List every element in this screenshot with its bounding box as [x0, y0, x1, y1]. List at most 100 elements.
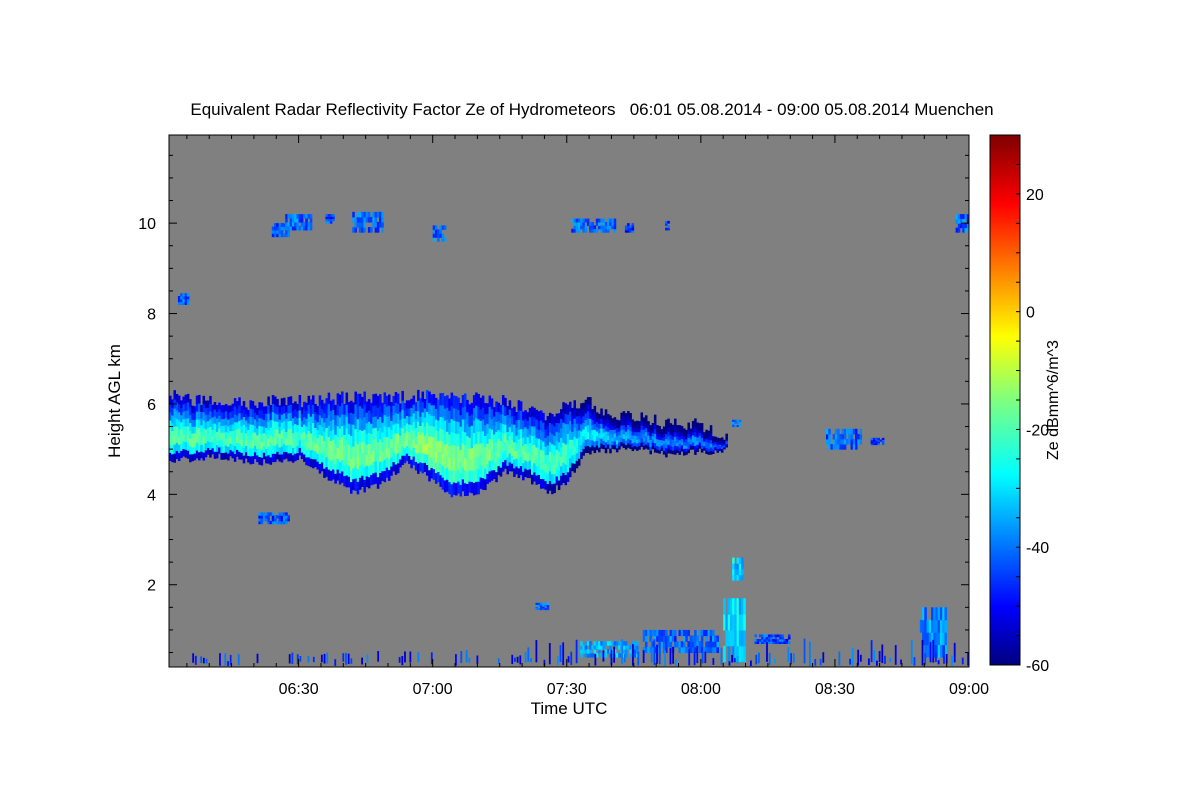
- main-layer-cell: [510, 416, 514, 425]
- main-layer-cell: [662, 440, 666, 445]
- cloud-cell: [575, 218, 579, 223]
- cloud-cell: [855, 433, 858, 440]
- main-layer-cell: [662, 429, 666, 434]
- main-layer-cell: [385, 416, 389, 427]
- surface-clutter-cell: [867, 658, 870, 666]
- main-layer-cell: [350, 481, 353, 494]
- main-layer-cell: [220, 438, 223, 447]
- main-layer-cell: [327, 447, 331, 459]
- cloud-cell: [582, 228, 585, 233]
- cloud-cell: [665, 641, 668, 648]
- main-layer-cell: [696, 426, 699, 431]
- main-layer-cell: [528, 451, 532, 461]
- main-layer-cell: [229, 449, 232, 457]
- main-layer-cell: [430, 436, 433, 448]
- main-layer-cell: [519, 437, 523, 448]
- main-layer-cell: [506, 414, 509, 424]
- main-layer-cell: [642, 421, 646, 426]
- main-layer-cell: [557, 460, 561, 471]
- main-layer-cell: [193, 426, 197, 434]
- main-layer-cell: [381, 431, 384, 443]
- cloud-cell: [732, 568, 735, 576]
- main-layer-cell: [620, 433, 623, 439]
- main-layer-cell: [345, 416, 349, 429]
- main-layer-cell: [461, 418, 465, 432]
- cloud-cell: [763, 636, 766, 640]
- cloud-cell: [649, 635, 652, 642]
- main-layer-cell: [227, 412, 230, 420]
- main-layer-cell: [542, 412, 545, 423]
- cloud-cell: [595, 228, 599, 233]
- main-layer-cell: [294, 401, 297, 410]
- main-layer-cell: [582, 415, 585, 423]
- cloud-cell: [758, 634, 762, 638]
- main-layer-cell: [640, 433, 644, 439]
- surface-clutter-cell: [256, 653, 259, 664]
- main-layer-cell: [399, 419, 402, 428]
- main-layer-cell: [363, 454, 366, 468]
- main-layer-cell: [595, 435, 599, 441]
- cloud-cell: [546, 602, 550, 606]
- main-layer-cell: [312, 458, 315, 469]
- main-layer-cell: [631, 438, 635, 444]
- main-layer-cell: [714, 439, 717, 443]
- surface-clutter-cell: [511, 654, 514, 665]
- main-layer-cell: [504, 450, 507, 461]
- main-layer-cell: [341, 391, 344, 404]
- main-layer-cell: [191, 426, 194, 434]
- main-layer-cell: [399, 427, 402, 436]
- main-layer-cell: [564, 454, 568, 465]
- main-layer-cell: [680, 438, 684, 443]
- main-layer-cell: [613, 421, 617, 426]
- main-layer-cell: [524, 443, 527, 453]
- main-layer-cell: [177, 411, 181, 421]
- cloud-cell: [761, 634, 764, 638]
- main-layer-cell: [441, 429, 445, 442]
- main-layer-cell: [526, 461, 530, 470]
- main-layer-cell: [577, 408, 581, 417]
- main-layer-cell: [667, 422, 670, 428]
- main-layer-cell: [551, 423, 554, 435]
- main-layer-cell: [575, 430, 579, 439]
- main-layer-cell: [305, 433, 308, 442]
- cloud-cell: [658, 635, 661, 642]
- main-layer-cell: [336, 458, 340, 470]
- main-layer-cell: [182, 404, 185, 412]
- cloud-cell: [674, 641, 677, 648]
- main-layer-cell: [262, 439, 266, 447]
- main-layer-cell: [457, 433, 460, 446]
- main-layer-cell: [457, 445, 460, 458]
- cloud-cell: [282, 512, 286, 516]
- cloud-cell: [276, 233, 279, 238]
- cloud-cell: [944, 607, 947, 621]
- main-layer-cell: [446, 467, 449, 480]
- main-layer-cell: [571, 407, 574, 417]
- main-layer-cell: [372, 461, 375, 474]
- cloud-cell: [180, 301, 183, 305]
- main-layer-cell: [396, 452, 400, 464]
- surface-clutter-cell: [932, 639, 935, 663]
- main-layer-cell: [428, 447, 431, 460]
- cloud-cell: [609, 649, 612, 654]
- main-layer-cell: [372, 439, 375, 451]
- cloud-cell: [354, 222, 358, 228]
- main-layer-cell: [703, 432, 706, 435]
- main-layer-cell: [705, 435, 708, 440]
- main-layer-cell: [206, 434, 210, 442]
- main-layer-cell: [457, 397, 460, 411]
- main-layer-cell: [584, 419, 588, 427]
- cloud-cell: [604, 222, 608, 226]
- main-layer-cell: [358, 453, 362, 466]
- main-layer-cell: [517, 467, 521, 479]
- main-layer-cell: [298, 394, 302, 403]
- main-layer-cell: [477, 443, 480, 457]
- main-layer-cell: [533, 407, 536, 418]
- cloud-cell: [870, 439, 874, 442]
- main-layer-cell: [589, 397, 592, 405]
- main-layer-cell: [647, 445, 650, 450]
- main-layer-cell: [602, 432, 606, 437]
- main-layer-cell: [470, 436, 474, 449]
- cloud-cell: [598, 641, 601, 646]
- main-layer-cell: [258, 425, 261, 434]
- main-layer-cell: [694, 427, 697, 433]
